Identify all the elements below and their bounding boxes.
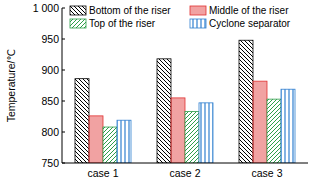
y-axis [62, 8, 63, 163]
x-tick-label: case 1 [88, 167, 119, 179]
bar [185, 112, 199, 163]
y-tick-label: 850 [41, 95, 59, 107]
bar [103, 127, 117, 163]
legend-swatch [190, 19, 206, 28]
y-axis-label: Temperature/℃ [5, 49, 17, 123]
x-tick-label: case 3 [252, 167, 283, 179]
y-tick [62, 101, 65, 102]
y-tick [62, 39, 65, 40]
bar [171, 98, 185, 163]
y-tick [62, 70, 65, 71]
bar [281, 89, 295, 163]
y-tick-label: 950 [41, 33, 59, 45]
bar [117, 120, 131, 163]
bar [89, 116, 103, 163]
y-tick [62, 132, 65, 133]
legend-label: Bottom of the riser [89, 5, 171, 16]
chart: 750 800 850 900 950 1 000 case 1 case 2 case 3 Te… [0, 0, 312, 184]
legend: Bottom of the riser Middle of the riser To… [70, 5, 291, 29]
x-axis [62, 163, 308, 164]
legend-swatch [70, 19, 86, 28]
bar [157, 59, 171, 163]
y-tick-label: 800 [41, 126, 59, 138]
y-tick [62, 163, 65, 164]
y-tick-label: 900 [41, 64, 59, 76]
y-tick-label: 750 [41, 157, 59, 169]
legend-label: Cyclone separator [209, 18, 291, 29]
legend-label: Top of the riser [89, 18, 156, 29]
y-tick-label: 1 000 [33, 2, 59, 14]
legend-swatch [70, 6, 86, 15]
legend-swatch [190, 6, 206, 15]
bars [75, 40, 295, 163]
bar [75, 79, 89, 163]
bar [239, 40, 253, 163]
x-tick-label: case 2 [170, 167, 201, 179]
y-tick [62, 8, 65, 9]
legend-label: Middle of the riser [209, 5, 289, 16]
bar [267, 99, 281, 163]
bar [199, 103, 213, 163]
bar [253, 81, 267, 163]
